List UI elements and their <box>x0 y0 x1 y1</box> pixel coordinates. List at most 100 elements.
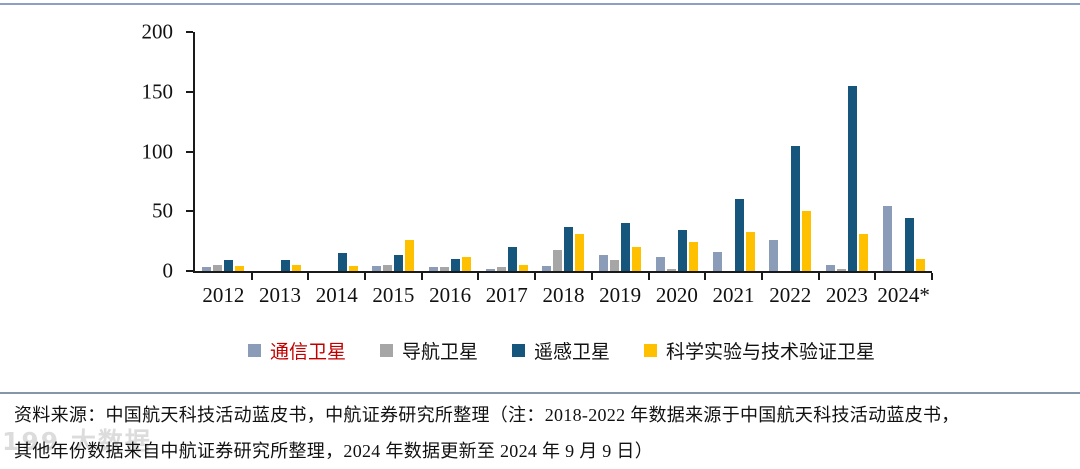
y-axis-label-0: 0 <box>162 258 174 283</box>
legend-swatch-remote-sensing <box>512 344 525 357</box>
x-axis-tick-2012 <box>250 273 253 280</box>
source-note-line1: 资料来源：中国航天科技活动蓝皮书，中航证券研究所整理（注：2018-2022 年… <box>14 405 960 425</box>
bar-remote-sensing-2017 <box>507 247 517 271</box>
x-axis-label-2017: 2017 <box>485 283 528 307</box>
bar-group-2020: 2020 <box>649 32 707 307</box>
bar-communication-2017 <box>485 268 495 271</box>
bar-science-tech-2024* <box>915 259 925 271</box>
bar-group-2018: 2018 <box>535 32 593 307</box>
y-axis-tick-0 <box>186 270 193 272</box>
bar-group-2013: 2013 <box>252 32 310 307</box>
bar-communication-2021 <box>712 251 722 271</box>
x-axis-label-2019: 2019 <box>599 283 642 307</box>
legend-label-science-tech: 科学实验与技术验证卫星 <box>666 342 876 363</box>
y-axis-tick-100 <box>186 150 193 153</box>
x-axis-label-2024*: 2024* <box>877 283 930 307</box>
bar-science-tech-2016 <box>462 256 472 271</box>
x-axis-tick-2014 <box>364 273 367 280</box>
bar-communication-2020 <box>655 256 665 271</box>
bar-navigation-2019 <box>610 260 620 271</box>
bar-navigation-2017 <box>496 267 506 271</box>
legend-label-remote-sensing: 遥感卫星 <box>534 342 611 363</box>
bar-communication-2023 <box>825 265 835 271</box>
legend: 通信卫星 导航卫星 遥感卫星 科学实验与技术验证卫星 <box>193 337 930 364</box>
x-axis-label-2014: 2014 <box>315 283 358 307</box>
top-border-line <box>0 3 1080 5</box>
legend-item-science-tech: 科学实验与技术验证卫星 <box>644 337 875 364</box>
plot-groups: 2012 2013 2014 2015 2016 2017 2018 2019 2020 2021… <box>195 32 933 307</box>
x-axis-label-2022: 2022 <box>769 283 812 307</box>
bar-group-2019: 2019 <box>592 32 650 307</box>
bar-science-tech-2014 <box>348 266 358 271</box>
bar-navigation-2023 <box>836 268 846 271</box>
bar-navigation-2012 <box>213 265 223 271</box>
legend-label-communication: 通信卫星 <box>269 342 346 363</box>
bar-group-2016: 2016 <box>422 32 480 307</box>
bar-group-2014: 2014 <box>308 32 367 307</box>
x-axis-tick-2021 <box>760 273 763 280</box>
x-axis-tick-2023 <box>874 273 877 280</box>
plot-area: 2012 2013 2014 2015 2016 2017 2018 2019 2020 2021… <box>186 31 933 307</box>
bar-remote-sensing-2024* <box>904 218 914 271</box>
x-axis-tick-2019 <box>647 273 650 280</box>
bar-communication-2015 <box>372 266 382 271</box>
bar-group-2022: 2022 <box>762 32 820 307</box>
bar-group-2015: 2015 <box>365 32 423 307</box>
legend-swatch-science-tech <box>644 344 658 357</box>
y-axis-label-150: 150 <box>141 79 174 104</box>
watermark: 199 大数据 <box>2 427 152 456</box>
bar-science-tech-2023 <box>858 233 868 271</box>
y-axis-tick-50 <box>186 210 193 213</box>
bar-communication-2024* <box>882 206 892 271</box>
bar-science-tech-2012 <box>235 266 245 271</box>
x-axis-tick-2015 <box>420 273 423 280</box>
bar-group-2021: 2021 <box>705 32 763 307</box>
y-axis-tick-200 <box>186 31 193 33</box>
bar-group-2012: 2012 <box>195 32 253 307</box>
legend-swatch-navigation <box>379 344 393 357</box>
bar-navigation-2018 <box>553 249 563 271</box>
bar-science-tech-2020 <box>688 242 698 271</box>
bar-group-2023: 2023 <box>819 32 877 307</box>
bar-remote-sensing-2023 <box>847 85 857 271</box>
x-axis-label-2013: 2013 <box>259 283 302 307</box>
bar-remote-sensing-2014 <box>337 253 347 271</box>
bar-group-2024*: 2024* <box>875 32 933 307</box>
x-axis-label-2018: 2018 <box>542 283 585 307</box>
bar-remote-sensing-2018 <box>564 226 574 271</box>
legend-item-communication: 通信卫星 <box>247 337 346 364</box>
bar-remote-sensing-2013 <box>281 260 291 271</box>
y-axis-tick-150 <box>186 90 193 93</box>
x-axis-tick-2022 <box>817 273 820 280</box>
bar-science-tech-2017 <box>518 265 528 271</box>
bar-science-tech-2021 <box>745 231 755 271</box>
source-note-line2: 其他年份数据来自中航证券研究所整理，2024 年数据更新至 2024 年 9 月… <box>14 441 653 461</box>
legend-label-navigation: 导航卫星 <box>401 342 478 363</box>
x-axis-label-2015: 2015 <box>372 283 415 307</box>
x-axis-label-2016: 2016 <box>429 283 472 307</box>
source-note: 资料来源：中国航天科技活动蓝皮书，中航证券研究所整理（注：2018-2022 年… <box>14 397 1070 469</box>
legend-item-remote-sensing: 遥感卫星 <box>512 337 610 364</box>
bar-remote-sensing-2020 <box>677 230 687 271</box>
x-axis-label-2020: 2020 <box>655 283 698 307</box>
y-axis-label-50: 50 <box>152 198 173 223</box>
y-axis-labels: 0 50 100 150 200 <box>120 20 185 283</box>
bar-navigation-2016 <box>440 267 450 271</box>
bar-communication-2012 <box>202 267 212 271</box>
x-axis-label-2012: 2012 <box>202 283 245 307</box>
bar-communication-2019 <box>599 255 609 271</box>
bar-navigation-2020 <box>666 268 676 271</box>
x-axis-tick-2018 <box>590 273 593 280</box>
bar-group-2017: 2017 <box>478 32 537 307</box>
y-axis-label-100: 100 <box>141 139 174 163</box>
bar-science-tech-2019 <box>632 247 642 271</box>
bar-science-tech-2018 <box>575 233 585 271</box>
legend-item-navigation: 导航卫星 <box>379 337 478 364</box>
bar-remote-sensing-2016 <box>451 259 461 271</box>
x-axis-label-2023: 2023 <box>825 283 868 307</box>
bar-communication-2016 <box>429 267 439 271</box>
bar-science-tech-2015 <box>405 239 415 271</box>
legend-swatch-communication <box>247 344 261 357</box>
divider-line <box>0 392 1080 394</box>
bar-remote-sensing-2019 <box>621 223 631 271</box>
